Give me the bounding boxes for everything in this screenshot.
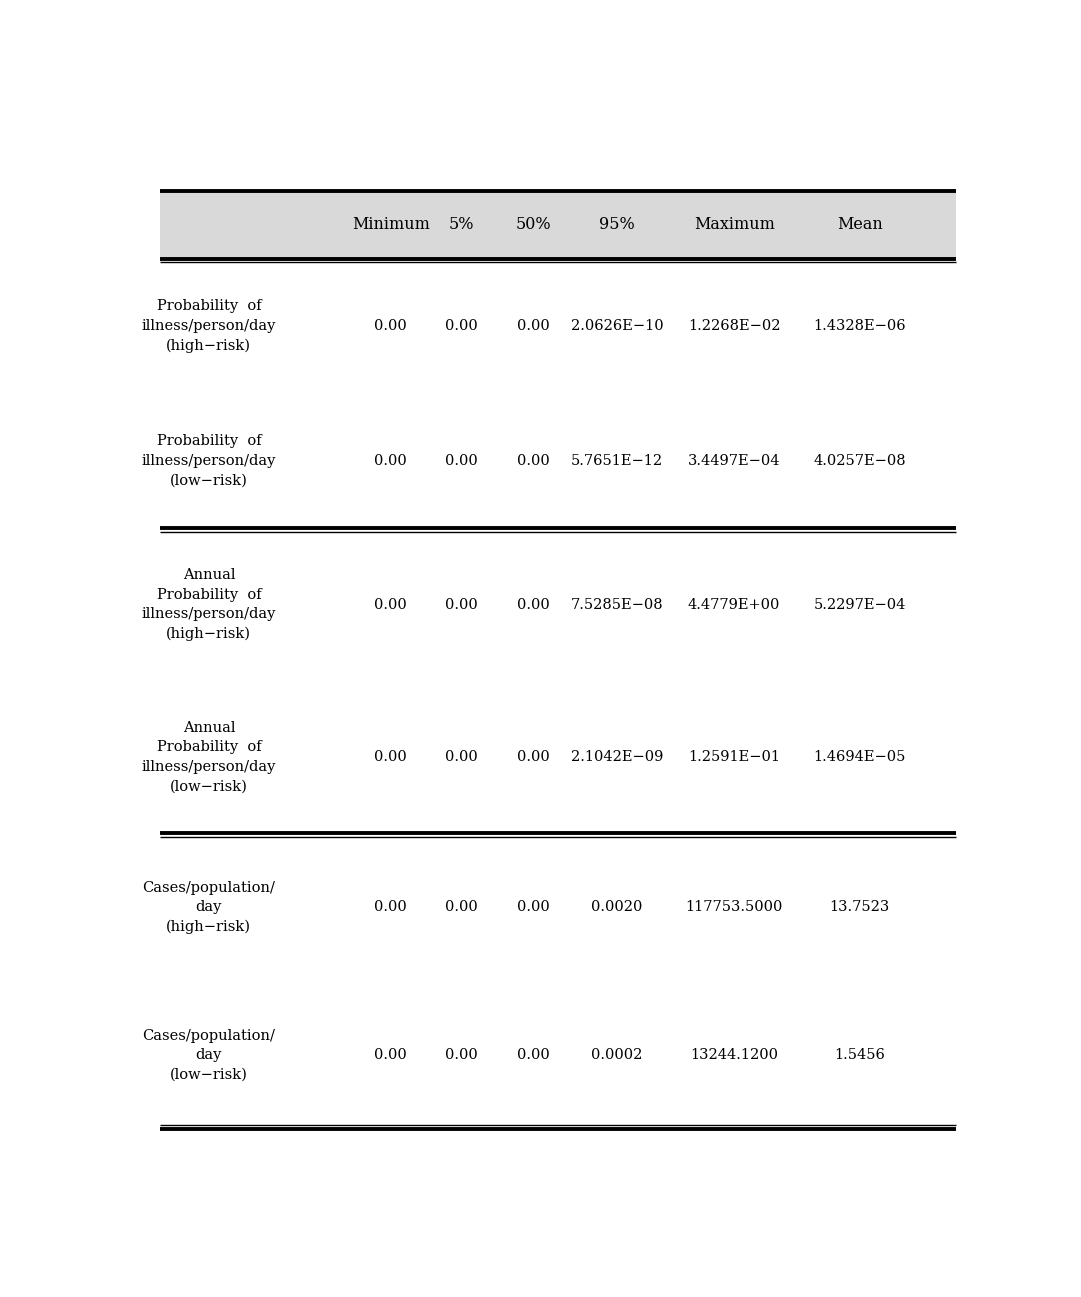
Text: 4.0257E−08: 4.0257E−08: [814, 454, 906, 468]
Text: 0.00: 0.00: [374, 1048, 408, 1062]
Text: 0.0020: 0.0020: [591, 900, 642, 914]
Text: 0.00: 0.00: [374, 598, 408, 612]
Text: 1.4694E−05: 1.4694E−05: [814, 750, 906, 764]
Text: 0.00: 0.00: [374, 454, 408, 468]
Text: 1.5456: 1.5456: [835, 1048, 885, 1062]
Text: Cases/population/
day
(high−risk): Cases/population/ day (high−risk): [143, 881, 276, 934]
Text: 95%: 95%: [599, 217, 635, 233]
Text: 0.00: 0.00: [374, 900, 408, 914]
Text: 7.5285E−08: 7.5285E−08: [571, 598, 663, 612]
Text: 2.0626E−10: 2.0626E−10: [571, 319, 663, 333]
Text: 1.2591E−01: 1.2591E−01: [689, 750, 780, 764]
Text: Probability  of
illness/person/day
(high−risk): Probability of illness/person/day (high−…: [142, 300, 276, 353]
Text: 1.2268E−02: 1.2268E−02: [688, 319, 780, 333]
Text: 4.4779E+00: 4.4779E+00: [688, 598, 780, 612]
Text: 0.00: 0.00: [374, 750, 408, 764]
Text: Annual
Probability  of
illness/person/day
(high−risk): Annual Probability of illness/person/day…: [142, 568, 276, 641]
Bar: [160, 191, 956, 258]
Text: 13.7523: 13.7523: [830, 900, 890, 914]
Text: 0.00: 0.00: [517, 454, 549, 468]
Text: 0.00: 0.00: [517, 319, 549, 333]
Text: 0.00: 0.00: [517, 900, 549, 914]
Text: Annual
Probability  of
illness/person/day
(low−risk): Annual Probability of illness/person/day…: [142, 721, 276, 794]
Text: 117753.5000: 117753.5000: [685, 900, 783, 914]
Text: 0.00: 0.00: [445, 750, 478, 764]
Text: 0.00: 0.00: [445, 1048, 478, 1062]
Text: Probability  of
illness/person/day
(low−risk): Probability of illness/person/day (low−r…: [142, 434, 276, 488]
Text: 2.1042E−09: 2.1042E−09: [571, 750, 663, 764]
Text: 0.00: 0.00: [517, 1048, 549, 1062]
Text: Cases/population/
day
(low−risk): Cases/population/ day (low−risk): [143, 1029, 276, 1082]
Text: 0.0002: 0.0002: [591, 1048, 642, 1062]
Text: 3.4497E−04: 3.4497E−04: [688, 454, 780, 468]
Text: 5.7651E−12: 5.7651E−12: [571, 454, 663, 468]
Text: 0.00: 0.00: [445, 900, 478, 914]
Text: 0.00: 0.00: [374, 319, 408, 333]
Text: 50%: 50%: [516, 217, 551, 233]
Text: Mean: Mean: [837, 217, 883, 233]
Text: Minimum: Minimum: [351, 217, 429, 233]
Text: 1.4328E−06: 1.4328E−06: [814, 319, 906, 333]
Text: 0.00: 0.00: [445, 598, 478, 612]
Text: Maximum: Maximum: [694, 217, 775, 233]
Text: 5.2297E−04: 5.2297E−04: [814, 598, 906, 612]
Text: 13244.1200: 13244.1200: [690, 1048, 778, 1062]
Text: 0.00: 0.00: [445, 454, 478, 468]
Text: 0.00: 0.00: [517, 750, 549, 764]
Text: 0.00: 0.00: [445, 319, 478, 333]
Text: 5%: 5%: [449, 217, 475, 233]
Text: 0.00: 0.00: [517, 598, 549, 612]
